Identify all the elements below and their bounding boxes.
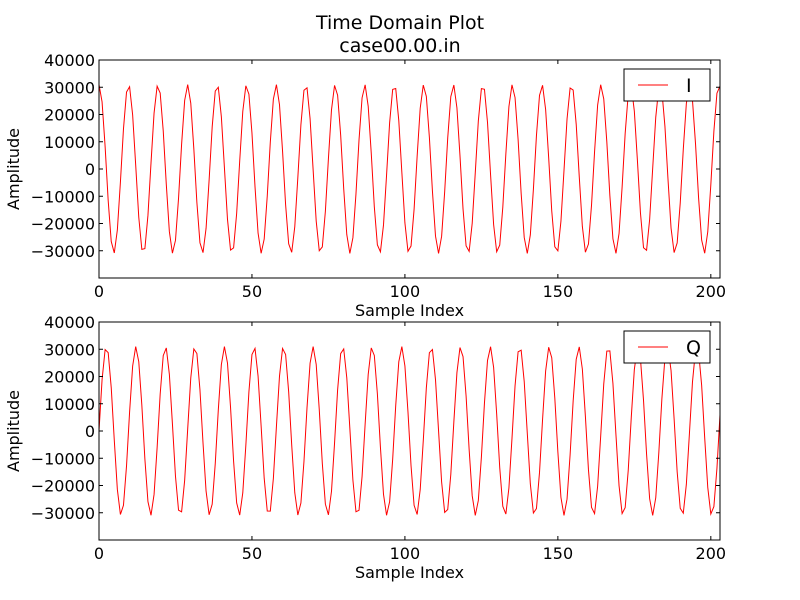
y-tick-label: −20000 <box>31 477 95 496</box>
series-line-Q <box>99 346 720 516</box>
y-tick-label: −20000 <box>31 215 95 234</box>
legend-label: Q <box>686 337 701 359</box>
chart-subtitle: case00.00.in <box>339 35 461 57</box>
chart-title: Time Domain Plot <box>315 12 485 34</box>
x-tick-label: 100 <box>390 544 421 563</box>
y-tick-label: 30000 <box>44 340 95 359</box>
y-tick-label: −30000 <box>31 242 95 261</box>
y-axis-label: Amplitude <box>4 390 23 472</box>
y-tick-label: −30000 <box>31 504 95 523</box>
x-tick-label: 50 <box>242 544 262 563</box>
y-tick-label: 40000 <box>44 51 95 70</box>
y-tick-label: −10000 <box>31 449 95 468</box>
x-tick-label: 200 <box>696 282 727 301</box>
y-axis-label: Amplitude <box>4 128 23 210</box>
legend-label: I <box>686 75 692 97</box>
series-line-I <box>99 84 720 254</box>
y-tick-label: −10000 <box>31 187 95 206</box>
legend: Q <box>623 330 711 364</box>
x-tick-label: 200 <box>696 544 727 563</box>
y-tick-label: 10000 <box>44 395 95 414</box>
x-tick-label: 50 <box>242 282 262 301</box>
x-axis-label: Sample Index <box>355 301 464 320</box>
x-tick-label: 0 <box>94 544 104 563</box>
y-tick-label: 20000 <box>44 368 95 387</box>
y-tick-label: 0 <box>85 160 95 179</box>
x-tick-label: 0 <box>94 282 104 301</box>
y-tick-label: 20000 <box>44 106 95 125</box>
subplot-2: 0 50 100 150 200 −30000 −20000 −10000 0 10000 2000… <box>4 313 726 582</box>
x-tick-label: 150 <box>543 282 574 301</box>
y-tick-label: 30000 <box>44 78 95 97</box>
y-tick-label: 10000 <box>44 133 95 152</box>
x-tick-label: 100 <box>390 282 421 301</box>
y-tick-label: 40000 <box>44 313 95 332</box>
subplot-1: 0 50 100 150 200 −30000 −20000 −10000 0 10000 2000… <box>4 51 726 320</box>
legend: I <box>623 68 711 102</box>
x-axis-label: Sample Index <box>355 563 464 582</box>
x-tick-label: 150 <box>543 544 574 563</box>
y-tick-label: 0 <box>85 422 95 441</box>
